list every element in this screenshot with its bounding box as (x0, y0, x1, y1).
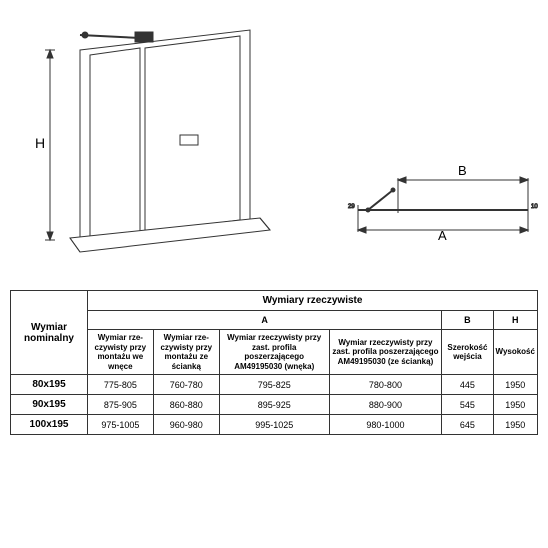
b-label: B (458, 163, 467, 178)
svg-text:29: 29 (348, 204, 355, 210)
a-label: A (438, 228, 447, 240)
sub-a1: Wymiar rze-czywisty przy montażu we wnęc… (88, 330, 154, 375)
col-b-header: B (442, 311, 493, 330)
cell: 775-805 (88, 375, 154, 395)
cell: 1950 (493, 375, 537, 395)
table-subheader-row: A B H (11, 311, 538, 330)
cell: 995-1025 (219, 415, 329, 435)
actual-header: Wymiary rzeczywiste (88, 291, 538, 311)
col-a-header: A (88, 311, 442, 330)
top-view-diagram: 29 10 B A (338, 160, 538, 240)
cell: 445 (442, 375, 493, 395)
sub-a2: Wymiar rze-czywisty przy montażu ze ścia… (153, 330, 219, 375)
table-row: 100x195 975-1005 960-980 995-1025 980-10… (11, 415, 538, 435)
dimensions-table: Wymiar nominalny Wymiary rzeczywiste A B… (10, 290, 538, 435)
col-h-header: H (493, 311, 537, 330)
cell: 1950 (493, 395, 537, 415)
sub-h1: Wysokość (493, 330, 537, 375)
cell-nominal: 80x195 (11, 375, 88, 395)
cell: 545 (442, 395, 493, 415)
cell: 780-800 (329, 375, 442, 395)
h-label: H (35, 135, 45, 151)
cell: 860-880 (153, 395, 219, 415)
cell: 760-780 (153, 375, 219, 395)
cell: 980-1000 (329, 415, 442, 435)
cell: 895-925 (219, 395, 329, 415)
cell: 645 (442, 415, 493, 435)
cell: 875-905 (88, 395, 154, 415)
cell-nominal: 90x195 (11, 395, 88, 415)
sub-a4: Wymiar rzeczywisty przy zast. profila po… (329, 330, 442, 375)
page-container: H (10, 10, 538, 435)
table-subheader2-row: Wymiar rze-czywisty przy montażu we wnęc… (11, 330, 538, 375)
table-row: 90x195 875-905 860-880 895-925 880-900 5… (11, 395, 538, 415)
sub-a3: Wymiar rzeczywisty przy zast. profila po… (219, 330, 329, 375)
diagram-area: H (10, 10, 538, 270)
cell: 960-980 (153, 415, 219, 435)
sub-b1: Szerokość wejścia (442, 330, 493, 375)
cell: 795-825 (219, 375, 329, 395)
table-row: 80x195 775-805 760-780 795-825 780-800 4… (11, 375, 538, 395)
table-header-row: Wymiar nominalny Wymiary rzeczywiste (11, 291, 538, 311)
cell: 1950 (493, 415, 537, 435)
cell: 975-1005 (88, 415, 154, 435)
cell-nominal: 100x195 (11, 415, 88, 435)
shower-door-diagram: H (10, 20, 290, 270)
cell: 880-900 (329, 395, 442, 415)
nominal-header: Wymiar nominalny (11, 291, 88, 375)
svg-text:10: 10 (531, 204, 538, 210)
